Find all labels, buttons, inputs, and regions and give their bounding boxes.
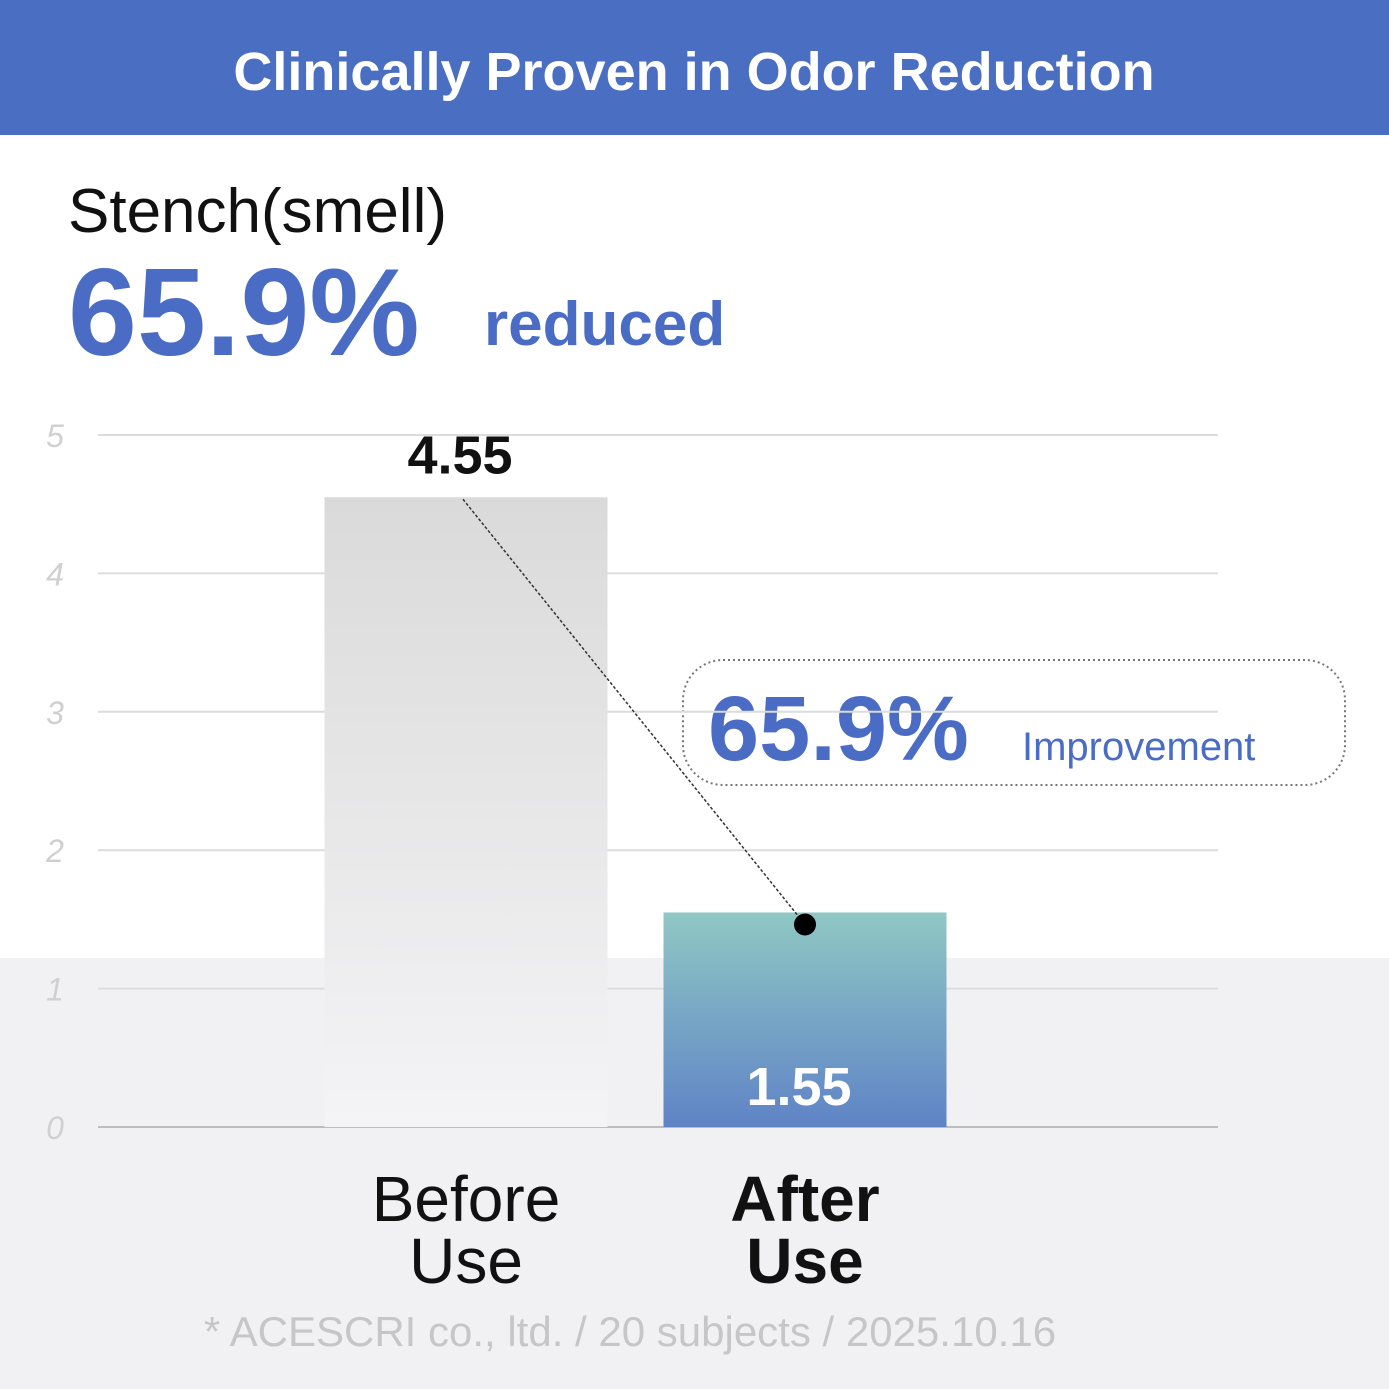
- value-label: 4.55: [407, 425, 512, 485]
- x-tick-label: Before Use: [371, 1163, 561, 1297]
- footnote: * ACESCRI co., ltd. / 20 subjects / 2025…: [204, 1308, 1056, 1355]
- y-tick-label: 4: [46, 556, 64, 592]
- x-tick-label: After Use: [730, 1163, 880, 1297]
- bar: [663, 912, 947, 1127]
- connector-dot: [794, 913, 816, 936]
- headline-value: 65.9%: [68, 244, 420, 382]
- subtitle: Stench(smell): [68, 177, 447, 246]
- y-tick-label: 0: [46, 1110, 64, 1146]
- bar: [324, 497, 608, 1127]
- callout-label: Improvement: [1022, 725, 1255, 769]
- y-tick-label: 5: [46, 418, 64, 454]
- headline-suffix: reduced: [484, 290, 725, 359]
- header-bar: [0, 0, 1389, 135]
- y-tick-label: 3: [46, 695, 64, 731]
- chart-title: Clinically Proven in Odor Reduction: [233, 42, 1154, 102]
- y-tick-label: 1: [46, 972, 64, 1008]
- callout-value: 65.9%: [708, 678, 969, 780]
- callout-box: [682, 659, 1346, 786]
- value-label: 1.55: [746, 1057, 851, 1117]
- y-tick-label: 2: [45, 833, 64, 869]
- connector: [462, 498, 806, 925]
